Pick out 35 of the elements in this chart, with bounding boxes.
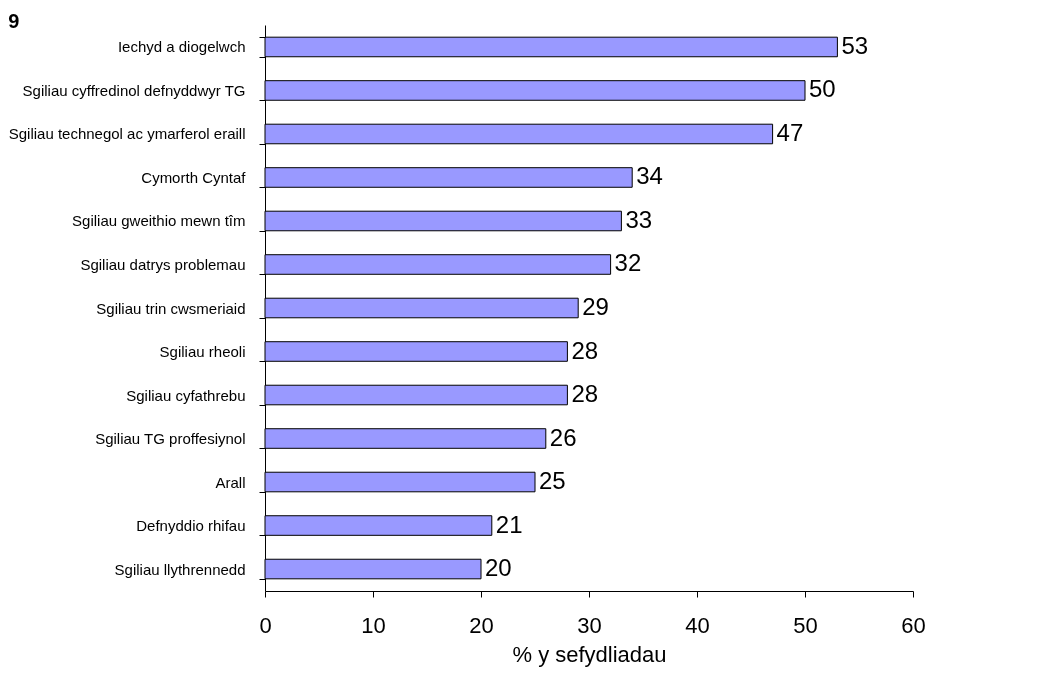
data-label: 32 (614, 249, 642, 277)
data-label: 50 (809, 75, 836, 103)
data-label: 29 (582, 293, 609, 320)
y-tick-label: Sgiliau technegol ac ymarferol eraill (8, 125, 246, 143)
y-tick-label: Sgiliau datrys problemau (80, 256, 246, 273)
y-tick-label: Arall (215, 473, 246, 491)
y-tick-label: Sgiliau llythrennedd (114, 560, 246, 578)
data-label: 53 (841, 31, 869, 59)
y-tick-label: Sgiliau trin cwsmeriaid (96, 299, 246, 317)
data-label: 34 (636, 162, 663, 190)
x-tick-label: 40 (685, 612, 710, 638)
x-tick-label: 10 (361, 612, 386, 638)
data-label: 28 (571, 336, 599, 364)
y-tick-label: Iechyd a diogelwch (117, 38, 246, 56)
y-tick-label: Defnyddio rhifau (136, 517, 246, 535)
y-tick-label: Sgiliau cyfathrebu (126, 386, 246, 404)
data-label: 28 (571, 380, 599, 408)
x-tick-label: 0 (259, 612, 272, 638)
data-label: 47 (776, 118, 804, 146)
y-tick-label: Sgiliau rheoli (159, 343, 246, 361)
x-tick-label: 30 (577, 612, 602, 638)
x-tick-label: 20 (469, 612, 494, 638)
y-tick-label: Sgiliau TG proffesiynol (95, 430, 246, 448)
data-label: 25 (539, 467, 566, 495)
x-tick-label: 60 (901, 612, 926, 638)
data-label: 26 (549, 423, 577, 451)
x-axis-title: % y sefydliadau (512, 641, 667, 667)
x-tick-label: 50 (793, 612, 818, 638)
y-tick-label: Sgiliau cyffredinol defnyddwyr TG (22, 81, 246, 99)
data-label: 21 (495, 510, 523, 538)
data-label: 33 (625, 205, 653, 233)
y-tick-label: Sgiliau gweithio mewn tîm (72, 212, 246, 230)
text: 9 (8, 10, 20, 32)
y-tick-label: Cymorth Cyntaf (141, 168, 247, 186)
data-label: 20 (485, 554, 512, 582)
